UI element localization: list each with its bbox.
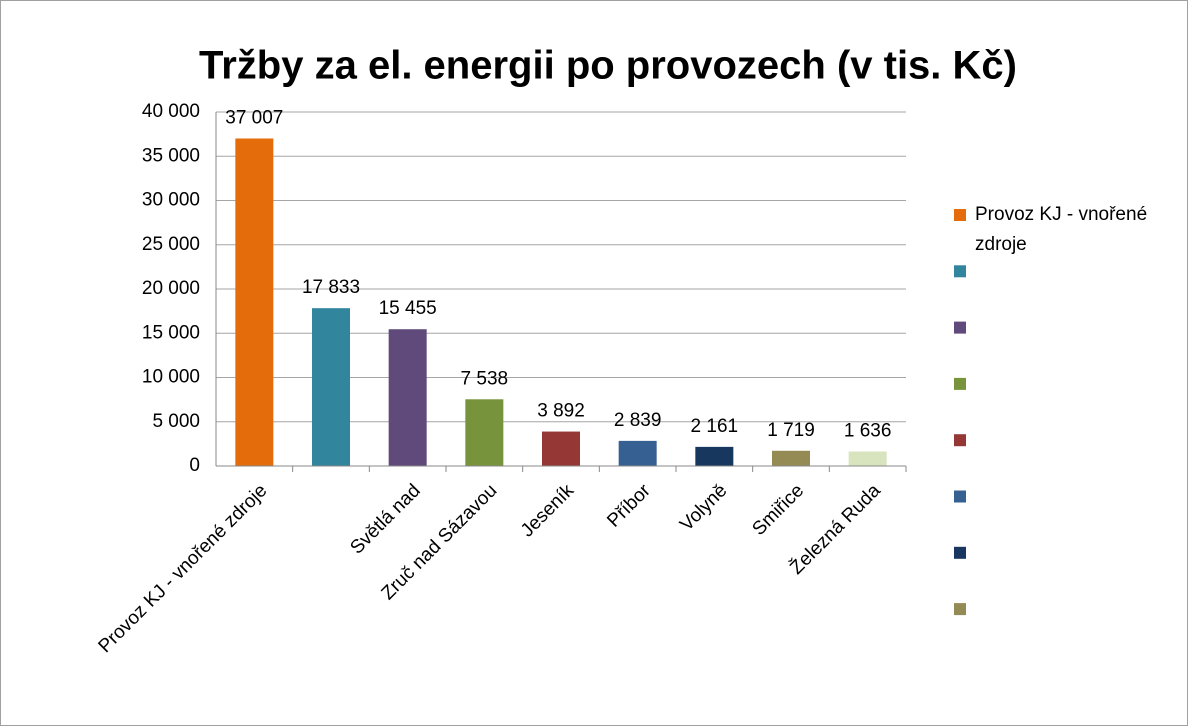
y-tick-label: 40 000 — [142, 101, 200, 122]
bar — [618, 440, 657, 466]
y-tick-label: 15 000 — [142, 322, 200, 343]
y-tick-label: 0 — [189, 455, 200, 476]
value-label: 2 161 — [691, 416, 739, 437]
y-tick-label: 10 000 — [142, 367, 200, 388]
legend-swatch — [954, 377, 966, 390]
bar — [772, 450, 810, 466]
legend-swatch — [954, 603, 966, 616]
legend-swatch — [954, 546, 966, 559]
value-label: 37 007 — [225, 108, 283, 129]
bar — [312, 308, 350, 466]
y-tick-label: 20 000 — [142, 278, 200, 299]
bar — [848, 451, 887, 466]
y-tick-label: 25 000 — [142, 234, 200, 255]
legend: Provoz KJ - vnořené zdroje — [954, 204, 1152, 616]
legend-swatch — [954, 265, 966, 278]
value-label: 2 839 — [614, 410, 662, 431]
bar — [235, 138, 274, 467]
value-label: 1 636 — [844, 421, 892, 442]
legend-swatch — [954, 209, 966, 221]
value-label: 1 719 — [767, 420, 815, 441]
legend-swatch — [954, 321, 966, 334]
chart-title: Tržby za el. energii po provozech (v tis… — [199, 44, 1017, 88]
bar — [542, 431, 580, 466]
legend-label: Provoz KJ - vnořené zdroje — [975, 204, 1152, 255]
bar — [465, 399, 504, 466]
value-label: 15 455 — [379, 298, 437, 319]
value-label: 7 538 — [461, 368, 509, 389]
legend-swatch — [954, 490, 966, 503]
bar — [388, 329, 427, 466]
y-tick-label: 30 000 — [142, 190, 200, 211]
value-label: 17 833 — [302, 277, 360, 298]
legend-swatch — [954, 434, 966, 447]
y-tick-label: 35 000 — [142, 145, 200, 166]
value-label: 3 892 — [537, 401, 585, 422]
y-tick-label: 5 000 — [152, 411, 200, 432]
bar — [695, 446, 734, 466]
